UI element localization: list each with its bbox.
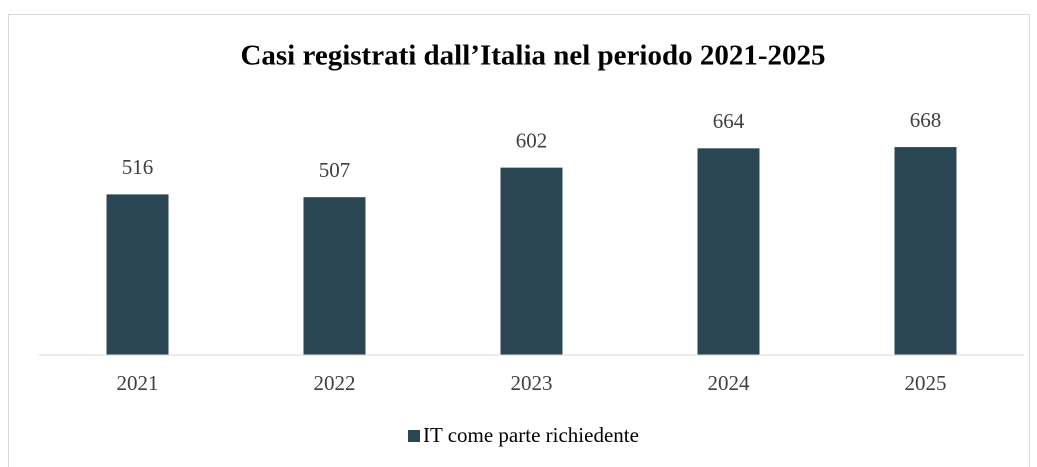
data-label: 668 (910, 108, 942, 132)
data-label: 507 (319, 158, 351, 182)
bar (303, 197, 366, 355)
bar (106, 194, 169, 355)
x-tick-label: 2024 (708, 371, 751, 395)
bar (697, 148, 760, 355)
x-tick-label: 2021 (117, 371, 159, 395)
legend-label: IT come parte richiedente (423, 423, 639, 447)
bar (500, 167, 563, 355)
x-tick-label: 2022 (314, 371, 356, 395)
legend-swatch (408, 430, 420, 442)
x-tick-label: 2023 (511, 371, 553, 395)
data-label: 602 (516, 128, 548, 152)
x-tick-label: 2025 (905, 371, 947, 395)
chart-title: Casi registrati dall’Italia nel periodo … (240, 40, 825, 72)
data-label: 664 (713, 109, 745, 133)
bar (894, 147, 957, 355)
data-label: 516 (122, 155, 154, 179)
